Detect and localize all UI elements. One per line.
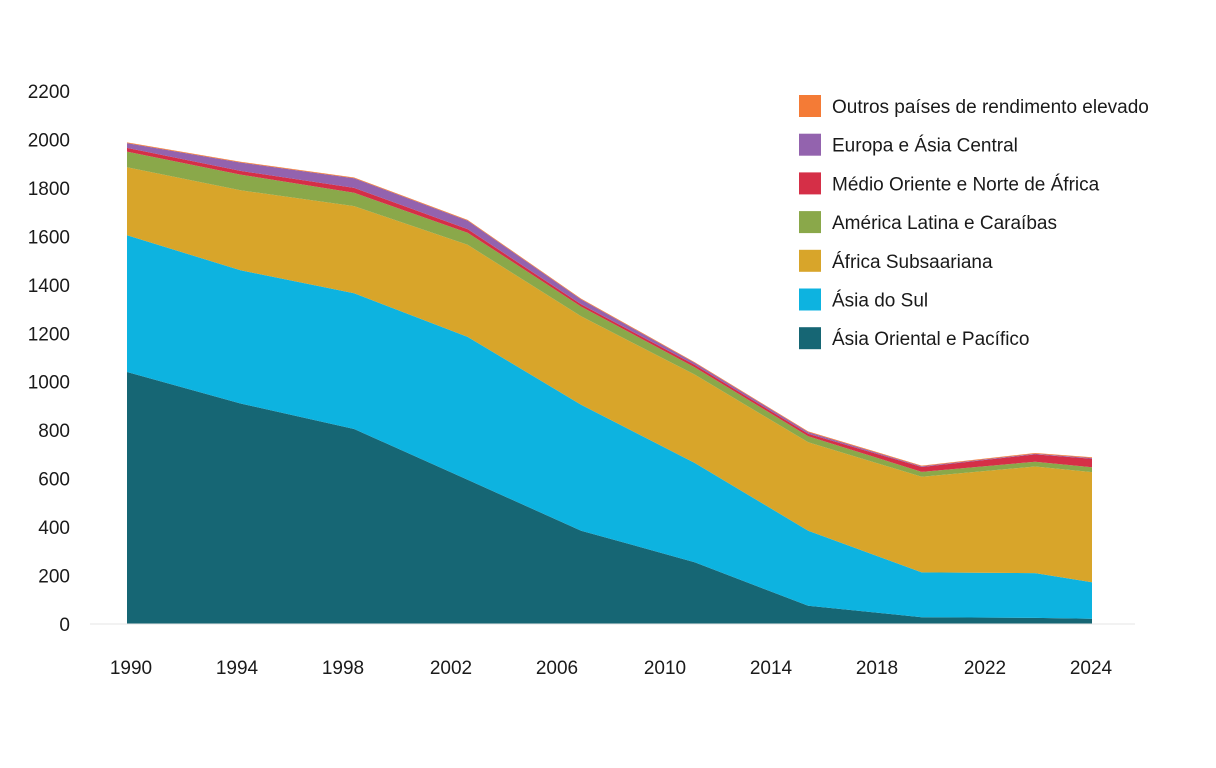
x-axis: 1990 1994 1998 2002 2006 2010 2014 2018 2022 2024: [110, 658, 1113, 679]
y-tick-label: 1600: [28, 227, 70, 248]
legend-swatch: [799, 95, 821, 117]
y-tick-label: 800: [38, 421, 70, 442]
legend-item-medio-oriente-e-norte-de-africa: Médio Oriente e Norte de África: [799, 172, 1100, 195]
legend-label: África Subsaariana: [832, 252, 993, 273]
y-tick-label: 1400: [28, 276, 70, 297]
y-tick-label: 0: [59, 615, 70, 636]
y-tick-label: 2000: [28, 130, 70, 151]
legend-item-africa-subsaariana: África Subsaariana: [799, 249, 993, 273]
legend-item-asia-do-sul: Ásia do Sul: [799, 288, 928, 312]
y-tick-label: 200: [38, 567, 70, 588]
area-america-latina-e-caraibas: [127, 151, 1092, 477]
x-tick-label: 2022: [964, 658, 1006, 679]
y-tick-label: 1800: [28, 179, 70, 200]
x-tick-label: 2006: [536, 658, 578, 679]
legend-label: Europa e Ásia Central: [832, 136, 1018, 157]
legend-label: Ásia Oriental e Pacífico: [832, 329, 1029, 350]
legend-item-europa-e-asia-central: Europa e Ásia Central: [799, 133, 1018, 157]
y-tick-label: 600: [38, 470, 70, 491]
area-africa-subsaariana: [127, 167, 1092, 583]
legend-swatch: [799, 133, 821, 156]
x-tick-label: 1990: [110, 658, 152, 679]
legend-swatch: [799, 172, 821, 195]
y-tick-label: 1000: [28, 373, 70, 394]
x-tick-label: 2024: [1070, 658, 1113, 679]
series-areas: [127, 142, 1092, 624]
x-tick-label: 2002: [430, 658, 472, 679]
legend-label: América Latina e Caraíbas: [832, 213, 1057, 234]
y-tick-label: 400: [38, 518, 70, 539]
legend-swatch: [799, 327, 821, 350]
x-tick-label: 1998: [322, 658, 364, 679]
area-asia-oriental-e-pacifico: [127, 372, 1092, 624]
legend-swatch: [799, 288, 821, 311]
y-tick-label: 1200: [28, 324, 70, 345]
legend: Outros países de rendimento elevado Europ…: [799, 95, 1149, 350]
x-tick-label: 2018: [856, 658, 898, 679]
legend-label: Outros países de rendimento elevado: [832, 97, 1149, 118]
legend-item-asia-oriental-e-pacifico: Ásia Oriental e Pacífico: [799, 327, 1029, 350]
legend-label: Médio Oriente e Norte de África: [832, 174, 1100, 195]
legend-item-america-latina-e-caraibas: América Latina e Caraíbas: [799, 211, 1057, 234]
legend-item-outros-paises-de-rendimento-elevado: Outros países de rendimento elevado: [799, 95, 1149, 118]
area-asia-do-sul: [127, 235, 1092, 619]
legend-label: Ásia do Sul: [832, 291, 928, 312]
x-tick-label: 1994: [216, 658, 259, 679]
legend-swatch: [799, 211, 821, 234]
legend-swatch: [799, 249, 821, 272]
y-axis: 0 200 400 600 800 1000 1200 1400 1600 1800 2000 220…: [28, 82, 70, 636]
x-tick-label: 2014: [750, 658, 793, 679]
y-tick-label: 2200: [28, 82, 70, 103]
x-tick-label: 2010: [644, 658, 686, 679]
